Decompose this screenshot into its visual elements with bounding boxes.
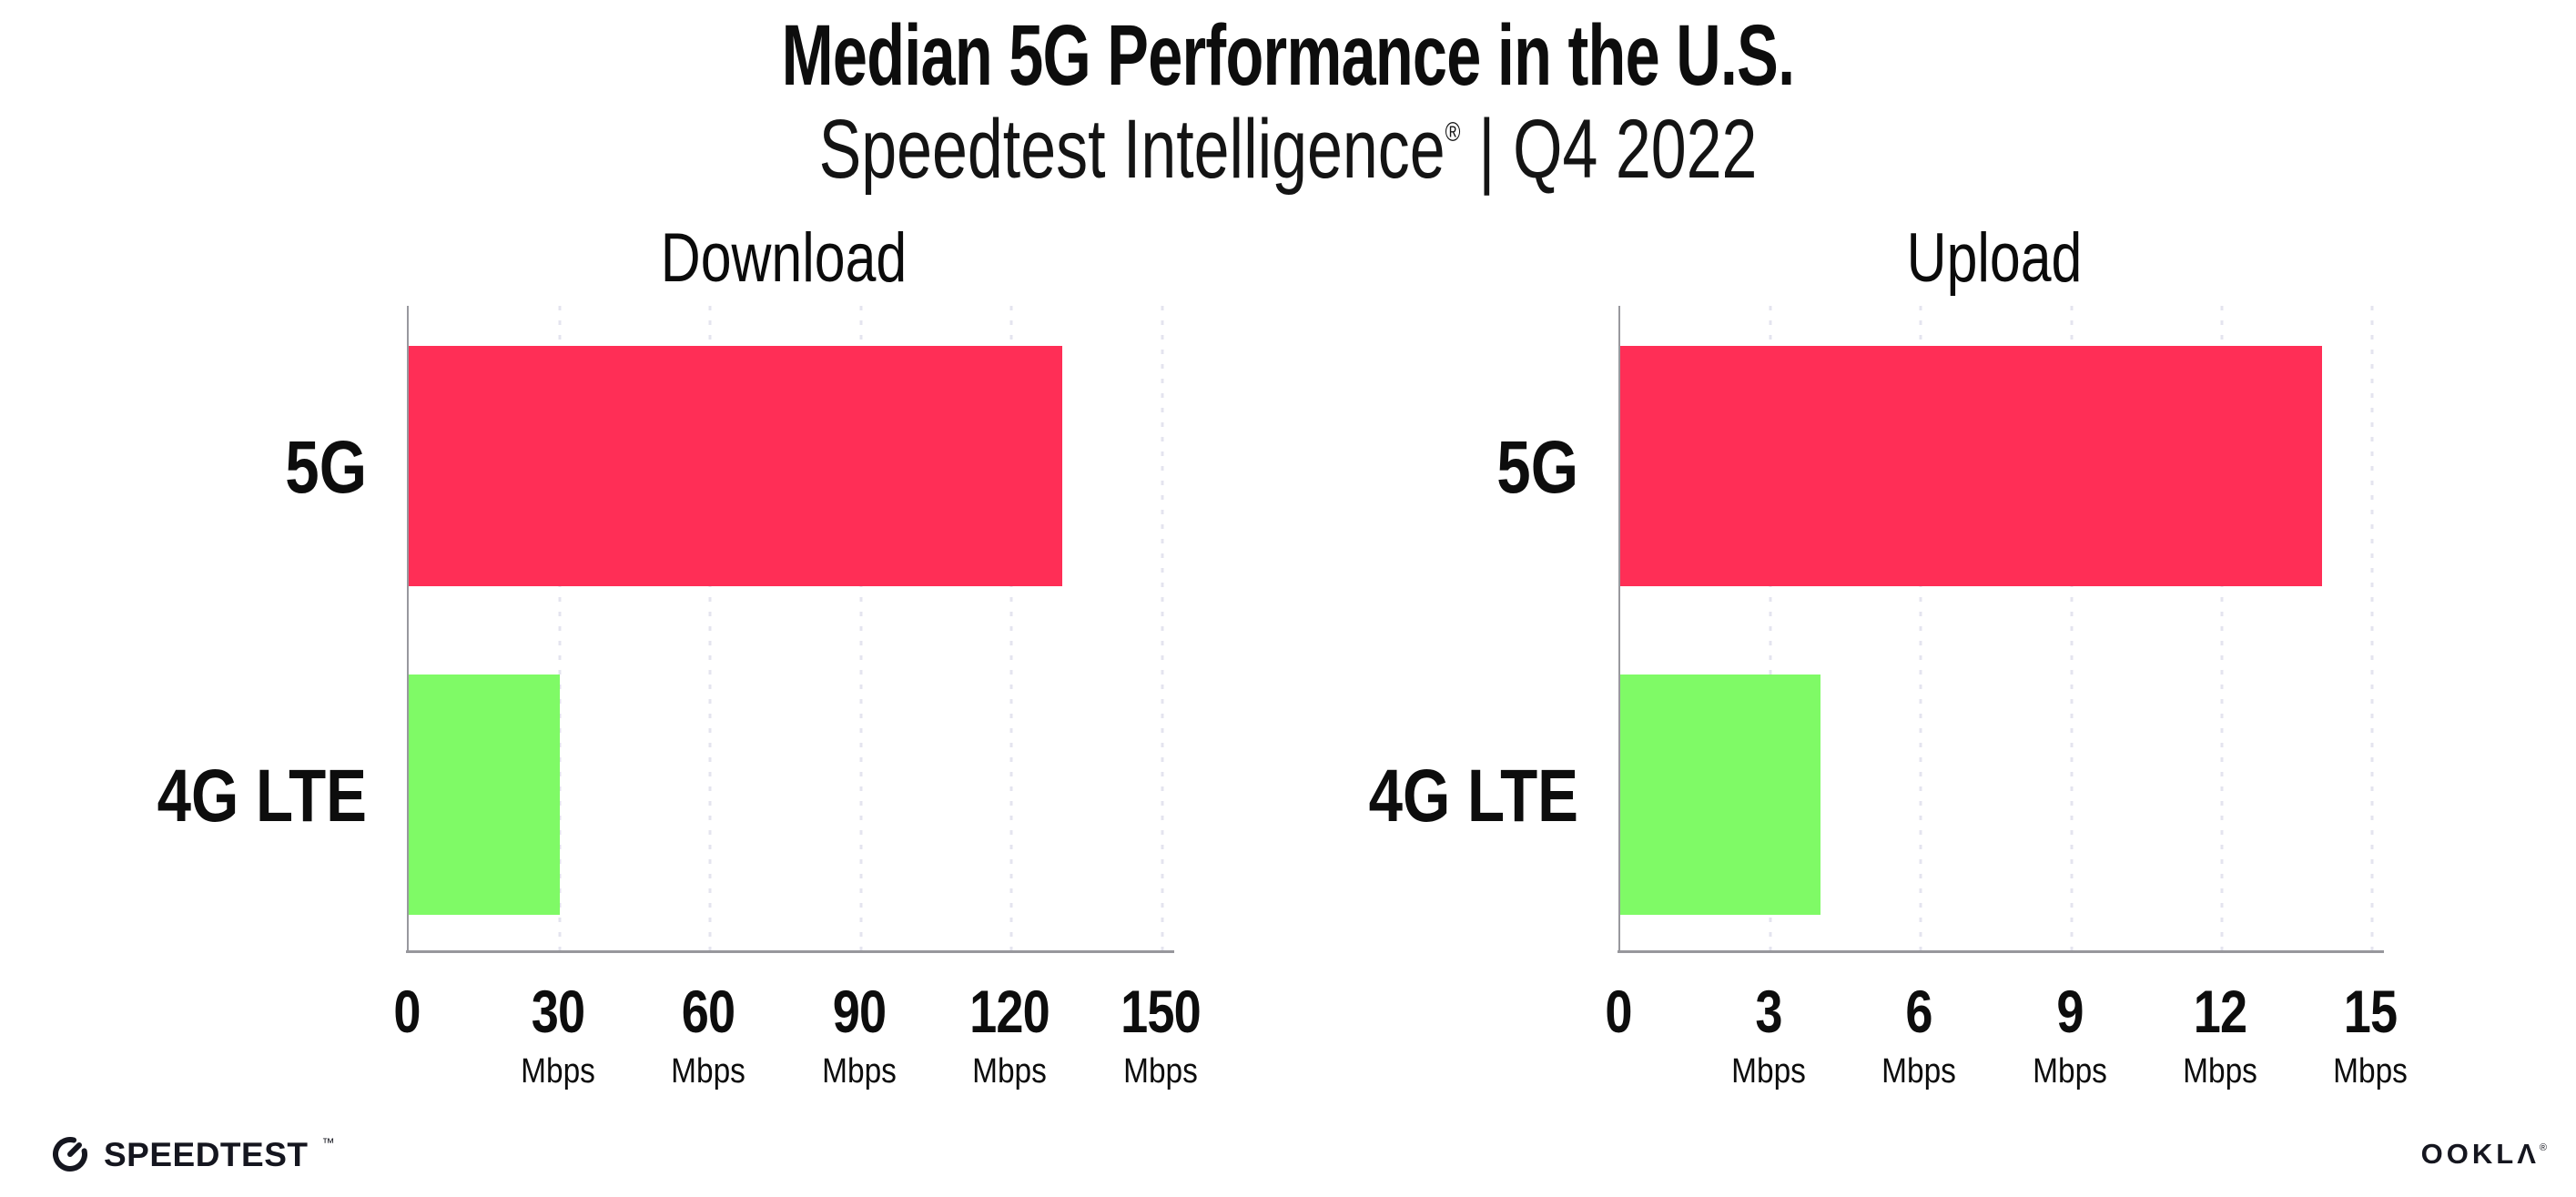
subtitle-period: Q4 2022 xyxy=(1513,103,1758,196)
category-label-4g-lte: 4G LTE xyxy=(157,755,367,837)
gridline xyxy=(1161,306,1164,951)
registered-mark: ® xyxy=(1445,117,1461,147)
ookla-logo: OOKLΛ® xyxy=(2421,1140,2547,1168)
category-label-4g-lte: 4G LTE xyxy=(1368,755,1578,837)
gridline xyxy=(558,306,562,951)
download-x-ticks: 0 30 Mbps 60 Mbps 90 Mbps 120 Mbps 150 Mbps xyxy=(393,978,1201,1109)
upload-chart-title: Upload xyxy=(1906,219,2083,297)
download-chart-title: Download xyxy=(660,219,908,297)
tick-60: 60 Mbps xyxy=(671,978,746,1090)
gridline xyxy=(1009,306,1013,951)
tick-12: 12 Mbps xyxy=(2182,978,2257,1090)
speedtest-logo: SPEEDTEST ™ xyxy=(50,1134,335,1174)
download-x-axis xyxy=(406,950,1174,953)
tick-150: 150 Mbps xyxy=(1121,978,1202,1090)
category-label-5g: 5G xyxy=(285,426,367,509)
page-subtitle: Speedtest Intelligence® | Q4 2022 xyxy=(309,107,2267,191)
subtitle-brand: Speedtest Intelligence xyxy=(818,103,1445,196)
ookla-wordmark: OOKLΛ xyxy=(2420,1138,2540,1170)
upload-bar-5g xyxy=(1620,346,2322,586)
gridline xyxy=(708,306,712,951)
upload-bar-4g-lte xyxy=(1620,675,1821,915)
tick-3: 3 Mbps xyxy=(1731,978,1807,1090)
gridline xyxy=(2370,306,2374,951)
speedtest-wordmark: SPEEDTEST xyxy=(104,1135,309,1173)
gridline xyxy=(2070,306,2074,951)
tick-30: 30 Mbps xyxy=(520,978,595,1090)
trademark-mark: ™ xyxy=(321,1135,335,1150)
gridline xyxy=(1919,306,1922,951)
tick-15: 15 Mbps xyxy=(2333,978,2408,1090)
registered-mark: ® xyxy=(2539,1142,2547,1153)
download-plot-area xyxy=(407,306,1164,951)
upload-x-axis xyxy=(1618,950,2384,953)
gridline xyxy=(859,306,863,951)
gridline xyxy=(1769,306,1772,951)
upload-x-ticks: 0 3 Mbps 6 Mbps 9 Mbps 12 Mbps 15 Mbps xyxy=(1605,978,2408,1109)
tick-120: 120 Mbps xyxy=(969,978,1050,1090)
gridline xyxy=(2220,306,2224,951)
speedtest-gauge-icon xyxy=(50,1134,90,1174)
tick-0: 0 xyxy=(1605,978,1632,1045)
download-bar-4g-lte xyxy=(409,675,560,915)
page-title: Median 5G Performance in the U.S. xyxy=(781,7,1795,104)
upload-plot-area xyxy=(1618,306,2374,951)
subtitle-separator: | xyxy=(1478,103,1496,196)
tick-9: 9 Mbps xyxy=(2032,978,2107,1090)
download-bar-5g xyxy=(409,346,1062,586)
category-label-5g: 5G xyxy=(1496,426,1578,509)
tick-0: 0 xyxy=(393,978,421,1045)
tick-6: 6 Mbps xyxy=(1881,978,1957,1090)
tick-90: 90 Mbps xyxy=(821,978,897,1090)
